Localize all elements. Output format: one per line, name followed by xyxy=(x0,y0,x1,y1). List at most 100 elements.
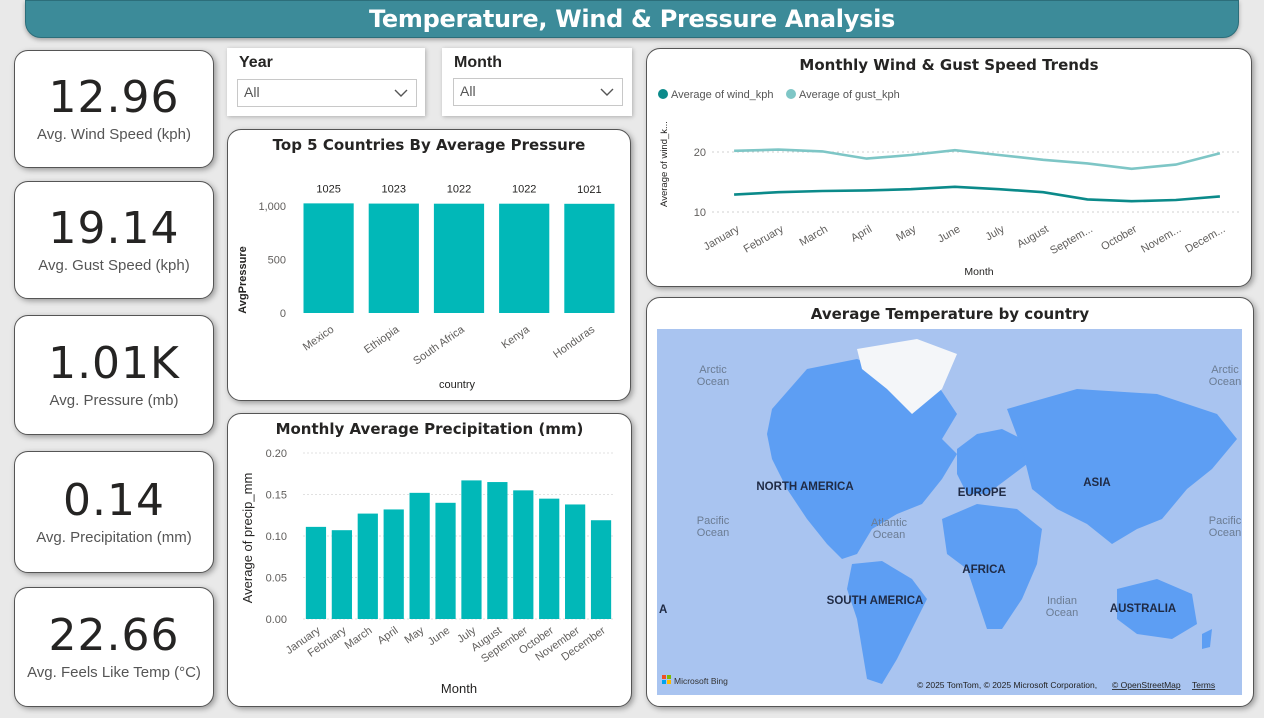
precip-x-tick: March xyxy=(343,625,375,652)
month-dropdown[interactable]: All xyxy=(453,78,623,106)
kpi-value: 12.96 xyxy=(48,72,180,124)
map-osm-link[interactable]: © OpenStreetMap xyxy=(1112,680,1181,690)
kpi-label: Avg. Gust Speed (kph) xyxy=(38,256,190,274)
wind-chart: Average of wind_kph Average of gust_kph … xyxy=(658,89,1242,278)
pressure-data-label: 1022 xyxy=(447,184,471,196)
wind-x-tick: May xyxy=(894,223,918,244)
precip-x-tick: June xyxy=(426,625,452,649)
map-label-north-america: NORTH AMERICA xyxy=(756,481,853,493)
map-europe[interactable] xyxy=(957,429,1027,494)
chevron-down-icon xyxy=(600,88,614,96)
dashboard-header: Temperature, Wind & Pressure Analysis xyxy=(25,0,1239,38)
precip-x-axis-title: Month xyxy=(441,681,477,696)
kpi-label: Avg. Wind Speed (kph) xyxy=(37,125,191,143)
kpi-card-pressure[interactable]: 1.01K Avg. Pressure (mb) xyxy=(14,315,214,435)
kpi-label: Avg. Precipitation (mm) xyxy=(36,528,192,546)
kpi-card-wind[interactable]: 12.96 Avg. Wind Speed (kph) xyxy=(14,50,214,168)
legend-label-wind[interactable]: Average of wind_kph xyxy=(671,89,774,101)
precip-bar xyxy=(539,498,560,619)
year-dropdown-value: All xyxy=(244,84,260,100)
map-greenland[interactable] xyxy=(857,339,957,414)
pressure-bar xyxy=(303,203,354,313)
precip-bar xyxy=(461,480,482,619)
pressure-x-tick: Kenya xyxy=(499,323,532,351)
map-terms-link[interactable]: Terms xyxy=(1192,680,1215,690)
map-label-pacific-right-2: Ocean xyxy=(1209,527,1241,539)
pressure-y-tick: 0 xyxy=(280,308,286,320)
map-label-indian-2: Ocean xyxy=(1046,607,1078,619)
kpi-card-feels-like[interactable]: 22.66 Avg. Feels Like Temp (°C) xyxy=(14,587,214,707)
pressure-data-label: 1025 xyxy=(316,183,340,195)
map-label-australia: AUSTRALIA xyxy=(1110,603,1176,615)
map-label-pacific-left-2: Ocean xyxy=(697,527,729,539)
wind-x-tick: August xyxy=(1015,223,1051,251)
wind-series-line xyxy=(734,185,1221,203)
wind-y-tick: 10 xyxy=(694,207,706,219)
pressure-x-tick: South Africa xyxy=(411,323,467,367)
map-new-zealand[interactable] xyxy=(1202,629,1212,649)
pressure-y-tick: 500 xyxy=(268,255,286,267)
wind-x-tick: January xyxy=(702,223,742,253)
wind-x-axis-title: Month xyxy=(964,266,993,278)
map-label-europe: EUROPE xyxy=(958,487,1007,499)
map-label-indian: Indian xyxy=(1047,595,1077,607)
pressure-bar xyxy=(564,203,615,313)
map-card[interactable]: Average Temperature by country Arctic Oc… xyxy=(646,297,1254,707)
kpi-card-precipitation[interactable]: 0.14 Avg. Precipitation (mm) xyxy=(14,451,214,573)
year-dropdown[interactable]: All xyxy=(237,79,417,107)
legend-label-gust[interactable]: Average of gust_kph xyxy=(799,89,900,101)
precip-y-tick: 0.15 xyxy=(266,490,287,502)
precip-y-tick: 0.10 xyxy=(266,531,287,543)
wind-chart-card[interactable]: Monthly Wind & Gust Speed Trends Average… xyxy=(646,48,1252,287)
map-label-atlantic: Atlantic xyxy=(871,517,908,529)
pressure-x-tick: Honduras xyxy=(551,323,597,360)
pressure-data-label: 1023 xyxy=(382,184,406,196)
kpi-value: 0.14 xyxy=(63,475,165,527)
map-title: Average Temperature by country xyxy=(810,305,1090,323)
kpi-value: 22.66 xyxy=(48,610,180,662)
precip-chart-card[interactable]: Monthly Average Precipitation (mm) Avera… xyxy=(227,413,632,707)
world-map[interactable]: Arctic Ocean Arctic Ocean Pacific Ocean … xyxy=(657,329,1242,695)
pressure-x-tick: Ethiopia xyxy=(362,323,402,356)
wind-y-tick: 20 xyxy=(694,147,706,159)
wind-chart-title: Monthly Wind & Gust Speed Trends xyxy=(799,56,1099,74)
precip-y-tick: 0.00 xyxy=(266,614,287,626)
map-south-america[interactable] xyxy=(847,561,927,684)
pressure-bar xyxy=(499,203,550,313)
map-label-arctic-right: Arctic xyxy=(1211,364,1239,376)
precip-bar xyxy=(409,492,430,619)
year-slicer-title: Year xyxy=(239,54,273,71)
pressure-y-tick: 1,000 xyxy=(258,201,286,213)
month-slicer-title: Month xyxy=(454,54,502,71)
kpi-card-gust[interactable]: 19.14 Avg. Gust Speed (kph) xyxy=(14,181,214,299)
map-asia[interactable] xyxy=(1007,389,1237,544)
precip-bar xyxy=(435,502,456,619)
pressure-chart-card[interactable]: Top 5 Countries By Average Pressure AvgP… xyxy=(227,129,631,401)
map-label-asia: ASIA xyxy=(1083,477,1110,489)
precip-bar xyxy=(383,509,404,619)
map-label-arctic-right-2: Ocean xyxy=(1209,376,1241,388)
precip-x-tick: May xyxy=(402,624,426,646)
map-attribution: © 2025 TomTom, © 2025 Microsoft Corporat… xyxy=(917,680,1097,690)
wind-x-tick: June xyxy=(936,223,963,245)
pressure-chart-title: Top 5 Countries By Average Pressure xyxy=(272,136,586,154)
pressure-bar xyxy=(433,203,485,313)
wind-x-tick: Decem... xyxy=(1183,223,1227,255)
precip-bar xyxy=(565,504,586,619)
map-africa[interactable] xyxy=(942,504,1042,629)
precip-bar xyxy=(331,530,352,619)
precip-y-tick: 0.20 xyxy=(266,448,287,460)
precip-y-axis-title: Average of precip_mm xyxy=(240,473,255,604)
precip-x-tick: April xyxy=(376,625,401,647)
map-logo: Microsoft Bing xyxy=(674,676,728,686)
precip-chart-title: Monthly Average Precipitation (mm) xyxy=(275,420,584,438)
wind-x-tick: October xyxy=(1099,223,1139,253)
pressure-x-tick: Mexico xyxy=(301,324,336,354)
map-australia[interactable] xyxy=(1117,579,1197,639)
kpi-label: Avg. Feels Like Temp (°C) xyxy=(27,663,201,681)
dashboard-title: Temperature, Wind & Pressure Analysis xyxy=(369,5,895,33)
wind-x-tick: July xyxy=(984,223,1007,243)
kpi-label: Avg. Pressure (mb) xyxy=(49,391,179,409)
legend-marker-gust xyxy=(786,89,796,99)
precip-bar xyxy=(590,520,612,619)
